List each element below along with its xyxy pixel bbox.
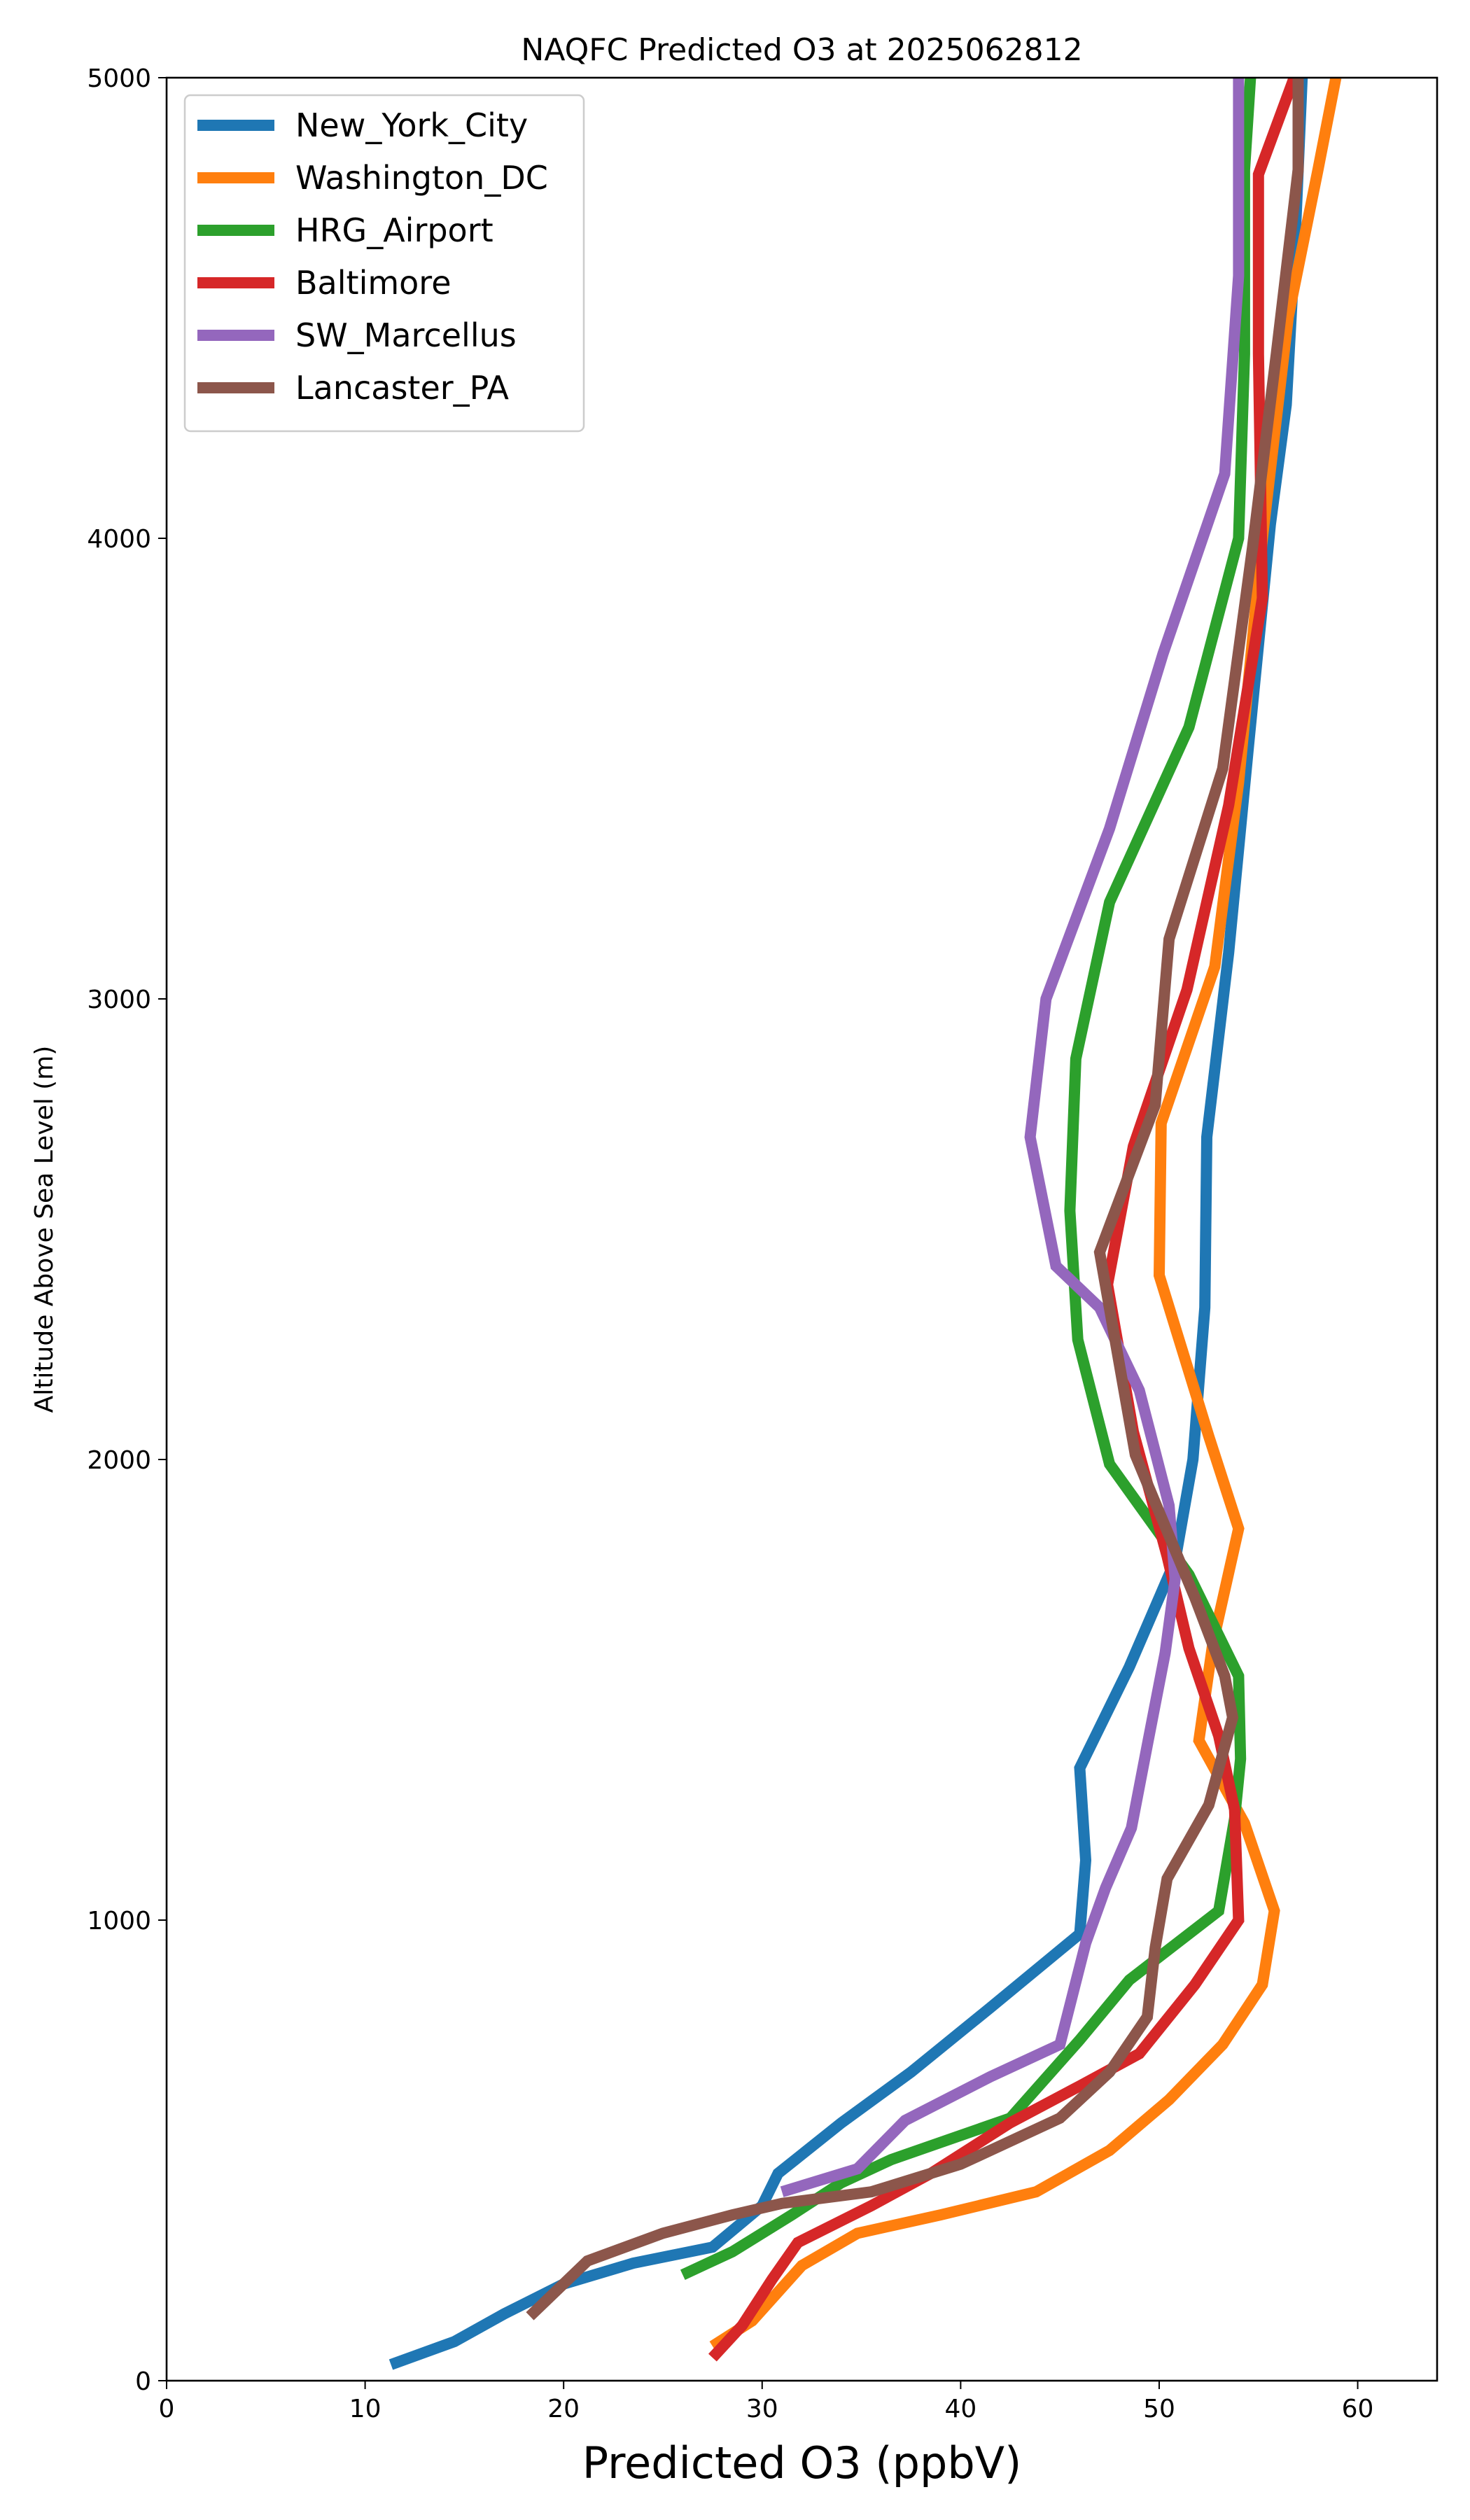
- y-tick-label: 3000: [87, 986, 151, 1014]
- series-line-new-york-city: [388, 78, 1308, 2370]
- legend-label-hrg-airport: HRG_Airport: [295, 211, 493, 249]
- series-line-baltimore: [708, 78, 1300, 2362]
- legend-box: [183, 94, 585, 433]
- x-axis: 0 10 20 30 40 50 60: [159, 2381, 1374, 2423]
- y-tick-label: 1000: [87, 1907, 151, 1935]
- x-axis-label: Predicted O3 (ppbV): [582, 2437, 1022, 2488]
- legend-label-new-york-city: New_York_City: [295, 106, 528, 144]
- x-tick-label: 10: [349, 2395, 382, 2423]
- y-axis-label: Altitude Above Sea Level (m): [30, 1046, 59, 1413]
- y-axis: 0 1000 2000 3000 4000 5000: [87, 64, 167, 2396]
- legend-label-lancaster-pa: Lancaster_PA: [295, 369, 509, 407]
- plot-frame: [165, 76, 1438, 2382]
- y-tick-label: 0: [135, 2367, 151, 2396]
- legend-label-washington-dc: Washington_DC: [295, 159, 548, 197]
- legend-label-sw-marcellus: SW_Marcellus: [295, 316, 517, 354]
- legend: New_York_City Washington_DC HRG_Airport Bal…: [183, 94, 585, 433]
- y-tick-label: 5000: [87, 64, 151, 93]
- x-tick-label: 0: [159, 2395, 175, 2423]
- y-tick-label: 4000: [87, 525, 151, 554]
- x-tick-label: 50: [1143, 2395, 1175, 2423]
- series-layer: [388, 78, 1342, 2370]
- y-tick-label: 2000: [87, 1446, 151, 1475]
- x-tick-label: 60: [1342, 2395, 1374, 2423]
- legend-label-baltimore: Baltimore: [295, 264, 451, 302]
- x-tick-label: 40: [944, 2395, 976, 2423]
- x-tick-label: 30: [746, 2395, 778, 2423]
- series-line-lancaster-pa: [526, 78, 1304, 2320]
- x-tick-label: 20: [547, 2395, 580, 2423]
- series-line-hrg-airport: [680, 78, 1256, 2280]
- chart-title: NAQFC Predicted O3 at 2025062812: [521, 32, 1082, 68]
